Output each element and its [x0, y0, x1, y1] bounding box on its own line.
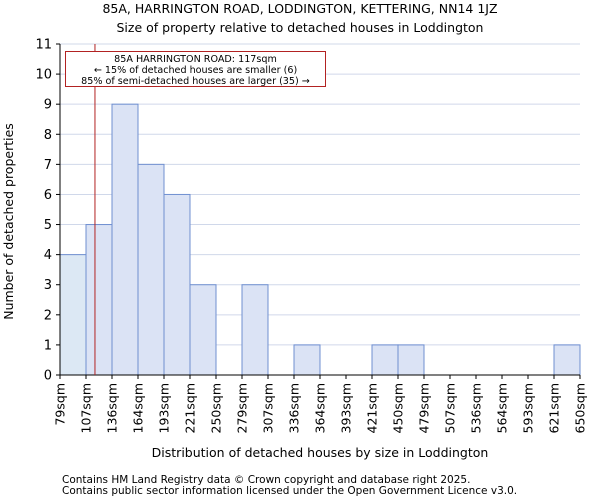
x-axis-label: Distribution of detached houses by size … [152, 445, 489, 460]
x-tick-label: 421sqm [365, 383, 380, 433]
y-tick-label: 10 [35, 68, 52, 83]
x-tick-label: 164sqm [131, 383, 146, 433]
x-tick-label: 336sqm [287, 383, 302, 433]
x-tick-label: 621sqm [547, 383, 562, 433]
x-tick-label: 307sqm [261, 383, 276, 433]
bar [397, 344, 425, 376]
y-tick-label: 2 [44, 308, 52, 323]
property-annotation-box: 85A HARRINGTON ROAD: 117sqm ← 15% of det… [65, 51, 326, 87]
y-tick-label: 8 [44, 128, 52, 143]
bar [371, 344, 399, 376]
x-tick-label: 364sqm [313, 383, 328, 433]
x-tick-label: 593sqm [521, 383, 536, 433]
x-tick-label: 250sqm [209, 383, 224, 433]
annotation-line-2: ← 15% of detached houses are smaller (6) [93, 65, 298, 76]
x-tick-label: 393sqm [339, 383, 354, 433]
y-tick-label: 11 [35, 38, 52, 53]
bar [163, 193, 191, 376]
x-tick-label: 479sqm [417, 383, 432, 433]
footer-credit-2: Contains public sector information licen… [62, 485, 518, 497]
bar [293, 344, 321, 376]
bar [241, 284, 269, 376]
x-tick-label: 650sqm [573, 383, 588, 433]
x-tick-label: 221sqm [183, 383, 198, 433]
x-tick-label: 193sqm [157, 383, 172, 433]
chart-title: 85A, HARRINGTON ROAD, LODDINGTON, KETTER… [102, 1, 498, 16]
annotation-line-1: 85A HARRINGTON ROAD: 117sqm [114, 54, 277, 65]
y-tick-label: 4 [44, 248, 52, 263]
x-tick-label: 564sqm [495, 383, 510, 433]
x-tick-label: 136sqm [105, 383, 120, 433]
x-tick-label: 536sqm [469, 383, 484, 433]
footer-credit-1: Contains HM Land Registry data © Crown c… [62, 474, 471, 486]
y-tick-label: 7 [44, 158, 52, 173]
x-tick-label: 107sqm [79, 383, 94, 433]
y-tick-label: 6 [44, 188, 52, 203]
bar [553, 344, 581, 376]
x-tick-label: 279sqm [235, 383, 250, 433]
x-tick-label: 507sqm [443, 383, 458, 433]
bar [111, 103, 139, 376]
y-tick-label: 9 [44, 98, 52, 113]
y-tick-label: 5 [44, 218, 52, 233]
y-tick-label: 0 [44, 369, 52, 384]
y-tick-label: 3 [44, 278, 52, 293]
x-tick-label: 450sqm [391, 383, 406, 433]
bar [189, 284, 217, 376]
bar [137, 163, 165, 376]
chart-subtitle: Size of property relative to detached ho… [116, 20, 484, 35]
bar [85, 224, 113, 376]
y-tick-label: 1 [44, 338, 52, 353]
bar [59, 254, 87, 376]
x-tick-label: 79sqm [53, 383, 68, 426]
annotation-line-3: 85% of semi-detached houses are larger (… [81, 76, 310, 87]
y-axis-label: Number of detached properties [1, 123, 16, 320]
